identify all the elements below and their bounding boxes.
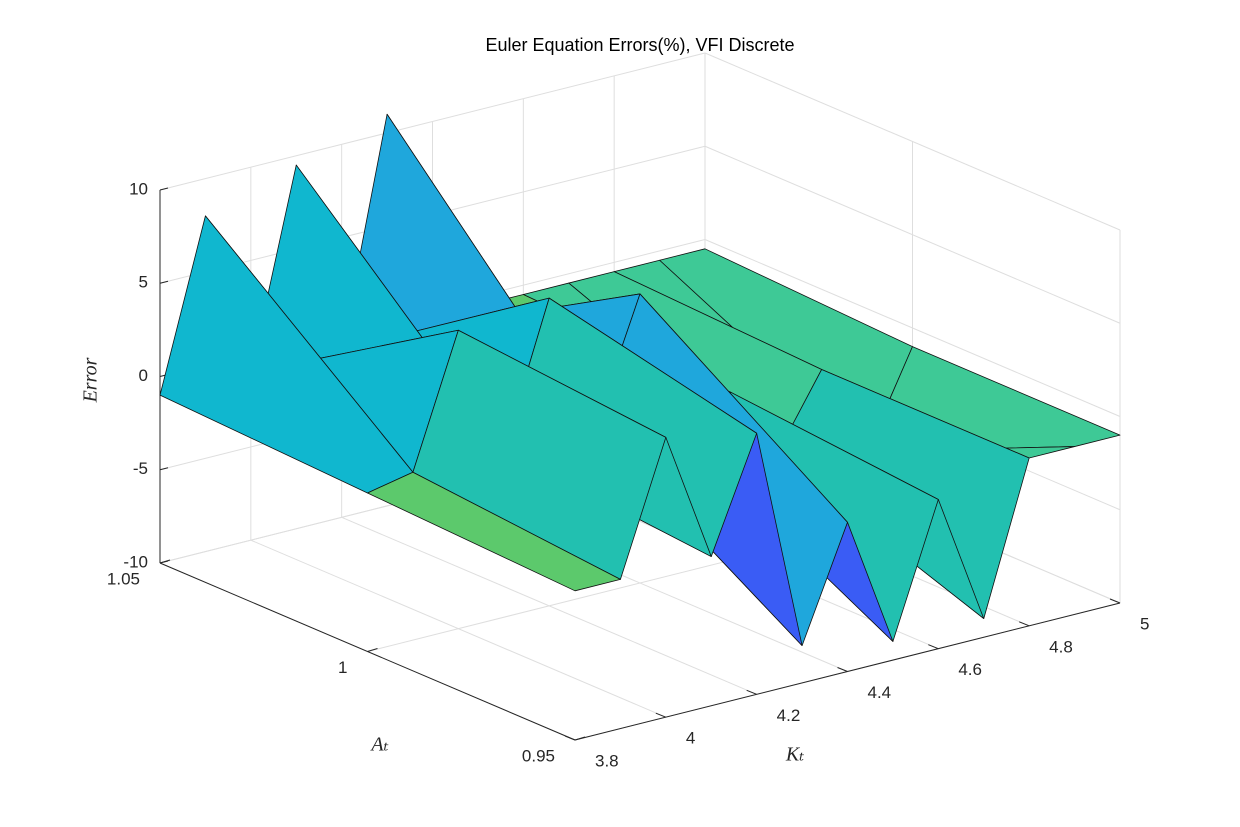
x-tick-label: 4.4 bbox=[868, 683, 892, 702]
x-tick-label: 4.8 bbox=[1049, 637, 1073, 656]
y-tick-label: 1 bbox=[338, 658, 347, 677]
chart-title: Euler Equation Errors(%), VFI Discrete bbox=[485, 35, 794, 55]
x-tick-label: 4.6 bbox=[958, 660, 982, 679]
x-tick-label: 3.8 bbox=[595, 751, 619, 770]
x-tick bbox=[837, 667, 848, 672]
x-tick bbox=[746, 689, 757, 695]
y-tick bbox=[574, 736, 586, 741]
x-tick-label: 4.2 bbox=[777, 706, 801, 725]
x-tick-label: 4 bbox=[686, 729, 695, 748]
z-tick-label: 0 bbox=[139, 366, 148, 385]
x-tick bbox=[655, 712, 667, 718]
y-tick-label: 1.05 bbox=[107, 569, 140, 588]
z-tick-label: -5 bbox=[133, 459, 148, 478]
z-tick-label: 5 bbox=[139, 273, 148, 292]
y-tick bbox=[367, 648, 378, 652]
surface-face bbox=[367, 471, 621, 592]
z-tick bbox=[159, 467, 169, 471]
x-tick bbox=[1018, 621, 1030, 627]
y-tick-label: 0.95 bbox=[522, 746, 555, 765]
x-tick bbox=[1109, 598, 1121, 604]
z-tick-label: -10 bbox=[123, 552, 148, 571]
x-tick-label: 5 bbox=[1140, 614, 1149, 633]
z-tick bbox=[159, 280, 169, 284]
z-tick-label: 10 bbox=[129, 179, 148, 198]
x-tick bbox=[928, 644, 939, 650]
x-tick bbox=[564, 735, 576, 741]
x-axis-label: Kₜ bbox=[785, 744, 804, 766]
z-tick bbox=[159, 187, 169, 191]
y-tick bbox=[159, 559, 171, 564]
y-axis-label: Aₜ bbox=[369, 734, 388, 756]
z-axis-label: Error bbox=[80, 357, 102, 403]
